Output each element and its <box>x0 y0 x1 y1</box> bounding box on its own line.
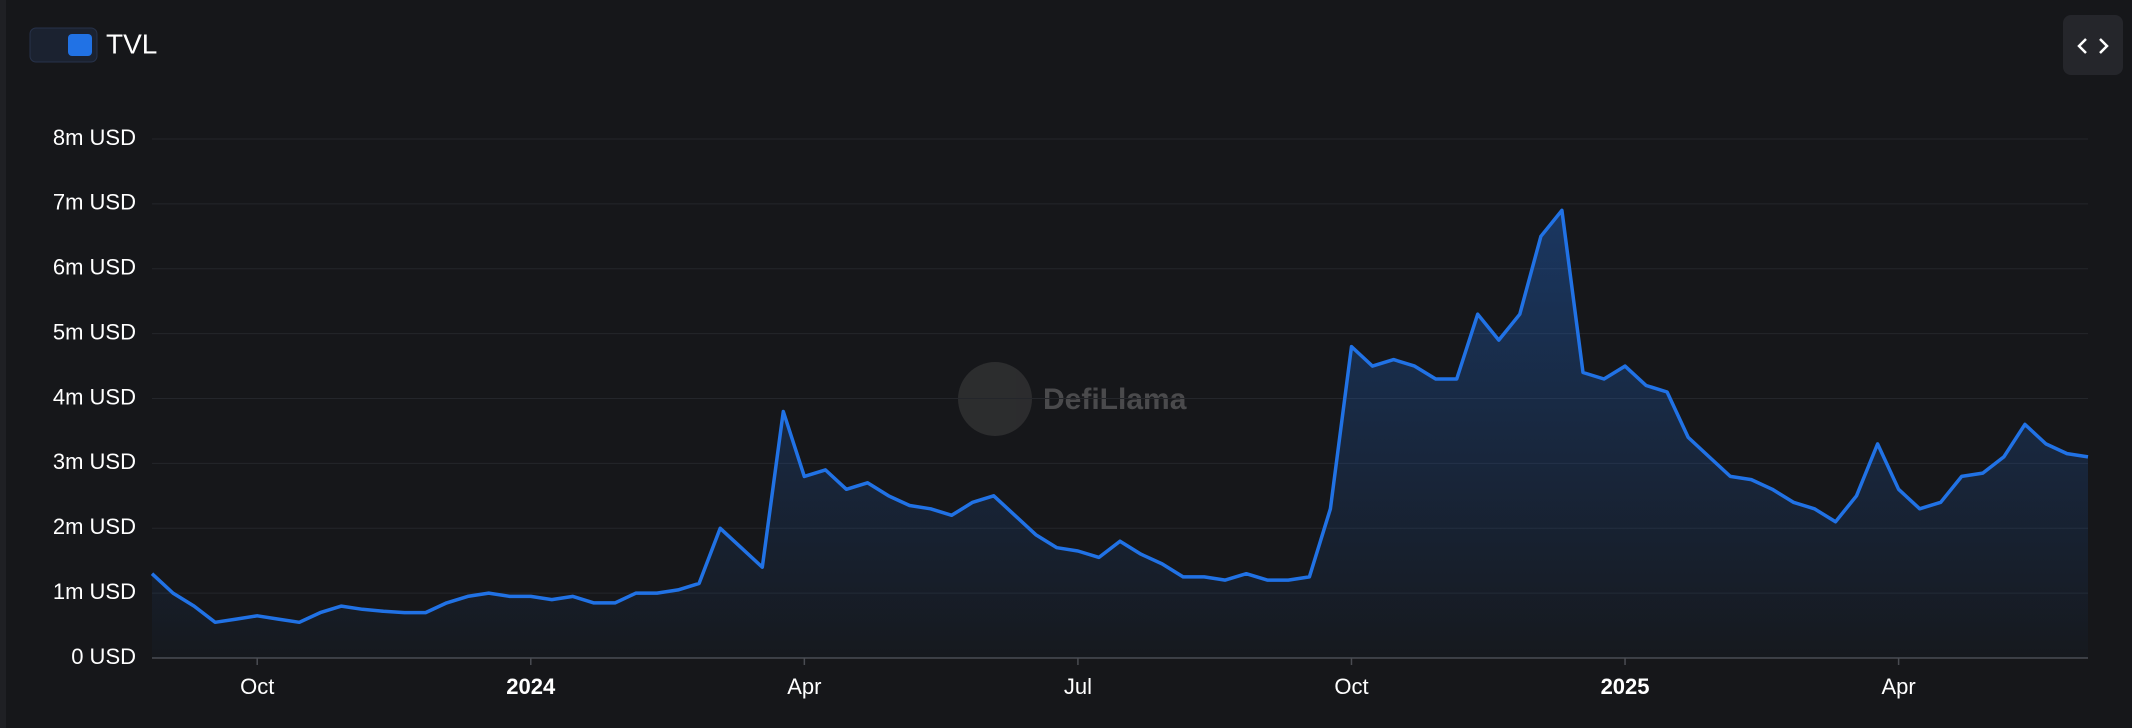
area-fill <box>152 210 2088 658</box>
watermark-text: DefiLlama <box>1043 383 1187 416</box>
embed-button[interactable] <box>2063 15 2123 75</box>
y-tick-label: 2m USD <box>53 514 136 539</box>
x-tick-label: Oct <box>240 674 274 699</box>
x-tick-label: 2024 <box>506 674 556 699</box>
x-tick-label: Apr <box>787 674 821 699</box>
legend-label: TVL <box>106 28 157 59</box>
left-edge <box>0 0 6 728</box>
series-line <box>150 208 2089 625</box>
y-tick-label: 8m USD <box>53 125 136 150</box>
legend[interactable]: TVL <box>29 27 157 63</box>
x-tick-label: Jul <box>1064 674 1092 699</box>
y-tick-label: 5m USD <box>53 319 136 344</box>
y-tick-label: 3m USD <box>53 449 136 474</box>
code-icon <box>2077 38 2109 54</box>
y-tick-label: 6m USD <box>53 255 136 280</box>
x-tick-label: Apr <box>1881 674 1915 699</box>
y-tick-label: 4m USD <box>53 384 136 409</box>
y-tick-label: 1m USD <box>53 579 136 604</box>
y-tick-label: 0 USD <box>71 644 136 669</box>
y-tick-label: 7m USD <box>53 190 136 215</box>
x-tick-label: 2025 <box>1601 674 1650 699</box>
button-bg[interactable] <box>2063 15 2123 75</box>
legend-swatch <box>68 34 92 56</box>
x-tick-label: Oct <box>1334 674 1368 699</box>
